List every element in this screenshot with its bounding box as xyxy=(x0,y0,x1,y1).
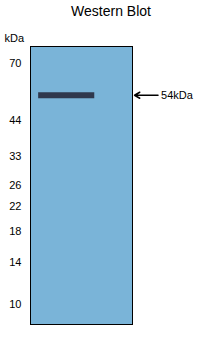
svg-text:44: 44 xyxy=(9,114,21,126)
svg-text:18: 18 xyxy=(9,225,21,237)
svg-text:26: 26 xyxy=(9,179,21,191)
svg-text:33: 33 xyxy=(9,150,21,162)
html-text:Western Blot: Western Blot xyxy=(71,3,151,19)
svg-text:14: 14 xyxy=(9,256,21,268)
svg-text:22: 22 xyxy=(9,200,21,212)
svg-text:kDa: kDa xyxy=(5,32,25,44)
svg-text:10: 10 xyxy=(9,298,21,310)
svg-text:54kDa: 54kDa xyxy=(161,89,194,101)
svg-text:70: 70 xyxy=(9,57,21,69)
